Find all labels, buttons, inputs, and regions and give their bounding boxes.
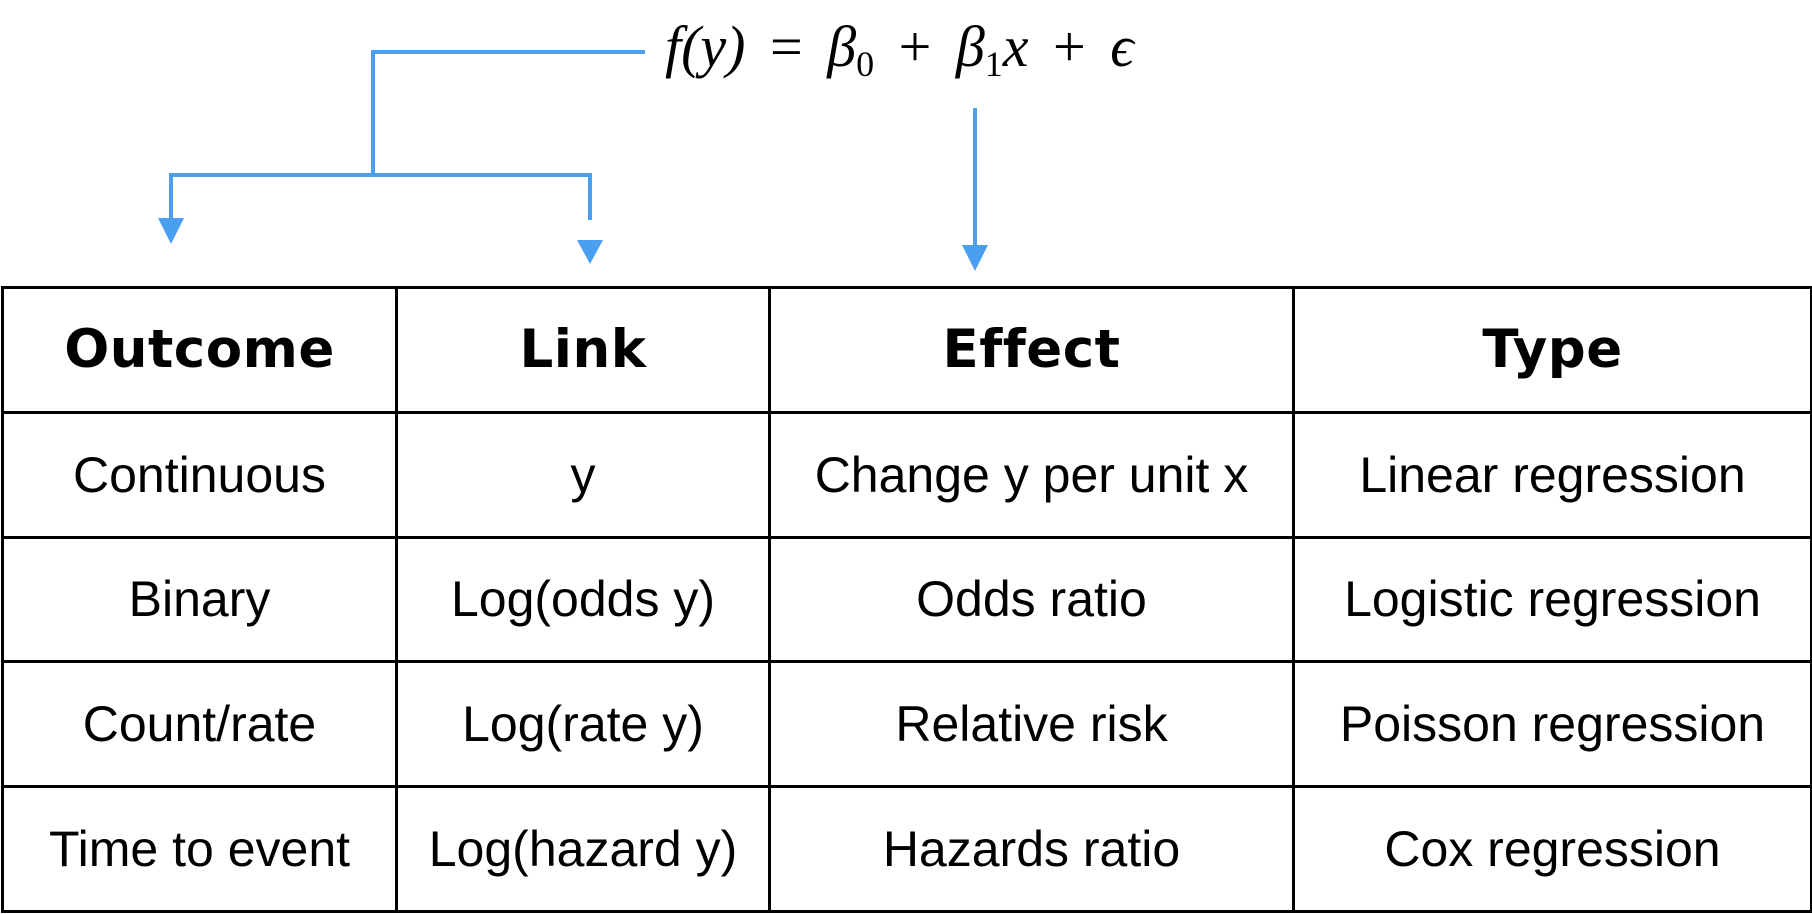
connector-outcome-link-split <box>169 173 592 220</box>
formula-epsilon: ϵ <box>1110 14 1134 79</box>
formula-equals: = <box>770 14 803 79</box>
formula-lhs: f(y) <box>665 14 746 79</box>
arrow-to-effect-icon <box>962 245 988 271</box>
formula-beta0: β <box>827 14 857 79</box>
header-type: Type <box>1292 286 1812 414</box>
formula-plus-2: + <box>1052 14 1086 79</box>
table-row: Count/rate Log(rate y) Relative risk Poi… <box>1 660 1812 789</box>
table-row: Continuous y Change y per unit x Linear … <box>1 410 1812 539</box>
cell-outcome: Continuous <box>1 410 398 539</box>
cell-type: Cox regression <box>1292 785 1812 913</box>
cell-type: Logistic regression <box>1292 535 1812 664</box>
table-row: Time to event Log(hazard y) Hazards rati… <box>1 785 1812 913</box>
connector-arrows <box>158 50 988 271</box>
cell-effect: Relative risk <box>768 660 1295 789</box>
formula-beta0-subscript: 0 <box>856 44 875 84</box>
table-row: Binary Log(odds y) Odds ratio Logistic r… <box>1 535 1812 664</box>
cell-link: Log(hazard y) <box>395 785 771 913</box>
glm-table: Outcome Link Effect Type Continuous y Ch… <box>1 286 1812 913</box>
arrow-to-link-icon <box>577 240 603 264</box>
formula-beta1-subscript: 1 <box>984 44 1003 84</box>
cell-effect: Hazards ratio <box>768 785 1295 913</box>
cell-outcome: Count/rate <box>1 660 398 789</box>
cell-outcome: Binary <box>1 535 398 664</box>
cell-effect: Change y per unit x <box>768 410 1295 539</box>
model-formula: f(y) = β0 + β1x + ϵ <box>665 18 1134 83</box>
cell-effect: Odds ratio <box>768 535 1295 664</box>
cell-type: Poisson regression <box>1292 660 1812 789</box>
arrow-to-outcome-icon <box>158 218 184 244</box>
formula-plus-1: + <box>898 14 932 79</box>
cell-link: Log(odds y) <box>395 535 771 664</box>
header-outcome: Outcome <box>1 286 398 414</box>
header-link: Link <box>395 286 771 414</box>
table-header-row: Outcome Link Effect Type <box>1 286 1812 414</box>
header-effect: Effect <box>768 286 1295 414</box>
cell-outcome: Time to event <box>1 785 398 913</box>
formula-beta1: β <box>955 14 985 79</box>
connector-lhs-branch <box>371 50 645 175</box>
cell-link: y <box>395 410 771 539</box>
cell-link: Log(rate y) <box>395 660 771 789</box>
cell-type: Linear regression <box>1292 410 1812 539</box>
formula-x: x <box>1002 14 1029 79</box>
